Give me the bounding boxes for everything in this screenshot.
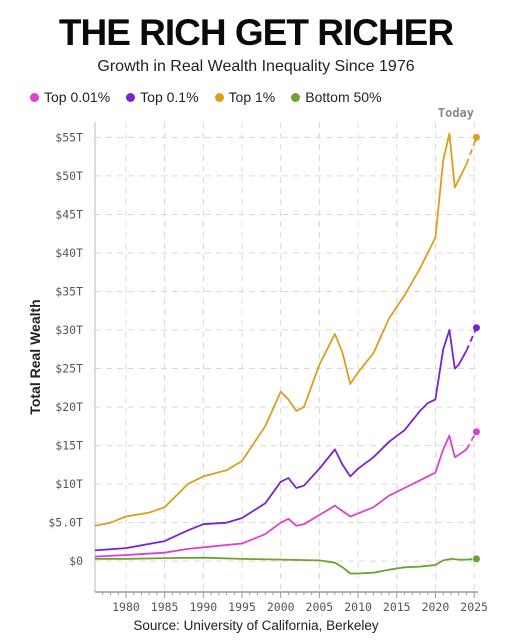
series-line-Top 1% [94,132,468,527]
y-tick-label: $40T [55,246,83,260]
today-annotation: Today [438,106,474,120]
x-tick-label: 2025 [460,600,488,614]
x-tick-label: 2005 [306,600,334,614]
legend-label-top-01: Top 0.1% [140,89,199,105]
y-tick-label: $5.0T [48,516,83,530]
legend-label-top-1: Top 1% [228,89,276,105]
y-tick-label: $20T [55,400,83,414]
y-tick-label: $25T [55,362,83,376]
y-tick-label: $30T [55,323,83,337]
x-tick-label: 2000 [267,600,295,614]
x-tick-label: 2015 [383,600,411,614]
series-end-point-Top 1% [472,133,480,141]
x-tick-label: 1985 [151,600,179,614]
series-projection-Top 1% [465,137,478,165]
y-tick-label: $45T [55,207,83,221]
legend-label-top-001: Top 0.01% [44,89,111,105]
series-end-point-Top 0.01% [472,428,480,436]
x-tick-label: 1995 [228,600,256,614]
legend-item-top-01: Top 0.1% [126,89,199,105]
x-tick-label: 2010 [344,600,372,614]
y-tick-label: $10T [55,477,83,491]
page-title: THE RICH GET RICHER [58,12,454,53]
y-tick-label: $0 [69,554,83,568]
legend-item-top-1: Top 1% [214,89,276,105]
legend-dot-top-01 [126,92,136,102]
series-projection-Top 0.1% [465,327,478,352]
legend: Top 0.01% Top 0.1% Top 1% Bottom 50% [30,89,382,105]
series-end-point-Bottom 50% [472,555,480,563]
x-tick-label: 1990 [189,600,217,614]
x-tick-label: 2020 [422,600,450,614]
page-subtitle: Growth in Real Wealth Inequality Since 1… [97,58,415,75]
legend-dot-bottom-50 [291,92,301,102]
legend-item-bottom-50: Bottom 50% [291,89,382,105]
source-note: Source: University of California, Berkel… [133,618,379,633]
series-line-Bottom 50% [95,556,467,575]
series-line-Top 0.1% [94,329,468,552]
x-tick-label: 1980 [112,600,140,614]
chart-axes: $0 $5.0T $10T $15T $20T $25T $30T $35T $40T $45T $… [48,122,488,614]
series-projection-Top 0.01% [465,431,478,450]
y-tick-label: $15T [55,439,83,453]
y-tick-label: $35T [55,285,83,299]
legend-label-bottom-50: Bottom 50% [305,89,382,105]
series-line-Top 0.01% [94,434,467,558]
legend-dot-top-001 [30,92,39,102]
series-projection-Bottom 50% [466,558,477,561]
legend-dot-top-1 [214,92,224,102]
y-tick-label: $50T [55,169,83,183]
series-end-point-Top 0.1% [472,324,480,332]
y-axis-label: Total Real Wealth [27,299,43,414]
legend-item-top-001: Top 0.01% [30,89,110,105]
y-tick-label: $55T [55,130,83,144]
chart-series [94,132,480,575]
chart-grid [95,122,478,592]
